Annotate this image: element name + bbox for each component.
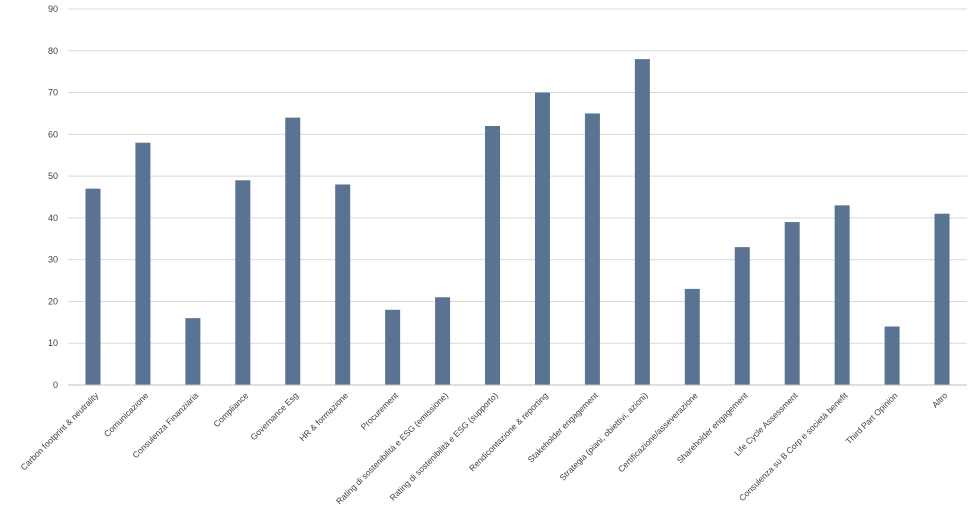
y-tick-label: 0 [53,380,58,390]
x-tick-label: Strategia (piani, obiettivi, azioni) [558,390,650,482]
x-tick-label: Governance Esg [248,390,300,442]
bar [235,180,251,385]
bar [335,184,351,385]
x-tick-label: Consulenza su B Corp e società benefit [737,390,850,503]
y-tick-label: 30 [48,255,58,265]
bar [584,113,600,385]
x-tick-label: Certificazione/asseverazione [616,390,700,474]
bar [135,142,151,385]
x-tick-label: Procurement [359,390,401,432]
x-tick-label: HR & formazione [297,390,350,443]
y-tick-label: 10 [48,338,58,348]
bar [435,297,451,385]
bar [684,288,700,385]
bar [485,125,501,385]
x-tick-label: Rating di sostenibilità e ESG (supporto) [388,390,500,502]
bar [884,326,900,385]
y-tick-label: 80 [48,46,58,56]
x-tick-label: Altro [930,390,950,410]
bar [634,59,650,386]
bar [784,222,800,385]
bar [85,188,101,385]
bar [734,247,750,385]
y-axis-ticks: 0 10 20 30 40 50 60 70 80 90 [48,4,58,390]
y-tick-label: 50 [48,171,58,181]
y-tick-label: 70 [48,88,58,98]
x-axis-ticks: Carbon footprint & neutrality Comunicazio… [18,390,949,507]
bar [934,213,950,385]
bar [534,92,550,386]
gridlines [68,8,967,344]
y-tick-label: 60 [48,129,58,139]
x-tick-label: Carbon footprint & neutrality [18,390,100,472]
bar [285,117,301,385]
y-tick-label: 40 [48,213,58,223]
y-tick-label: 20 [48,296,58,306]
bar [185,318,201,385]
bars [85,59,950,386]
y-tick-label: 90 [48,4,58,14]
x-tick-label: Compliance [211,390,250,429]
bar [834,205,850,385]
bar [385,309,401,385]
x-tick-label: Rating di sostenibilità e ESG (emissione… [334,390,450,506]
x-tick-label: Third Part Opinion [844,390,900,446]
x-tick-label: Comunicazione [102,390,151,439]
